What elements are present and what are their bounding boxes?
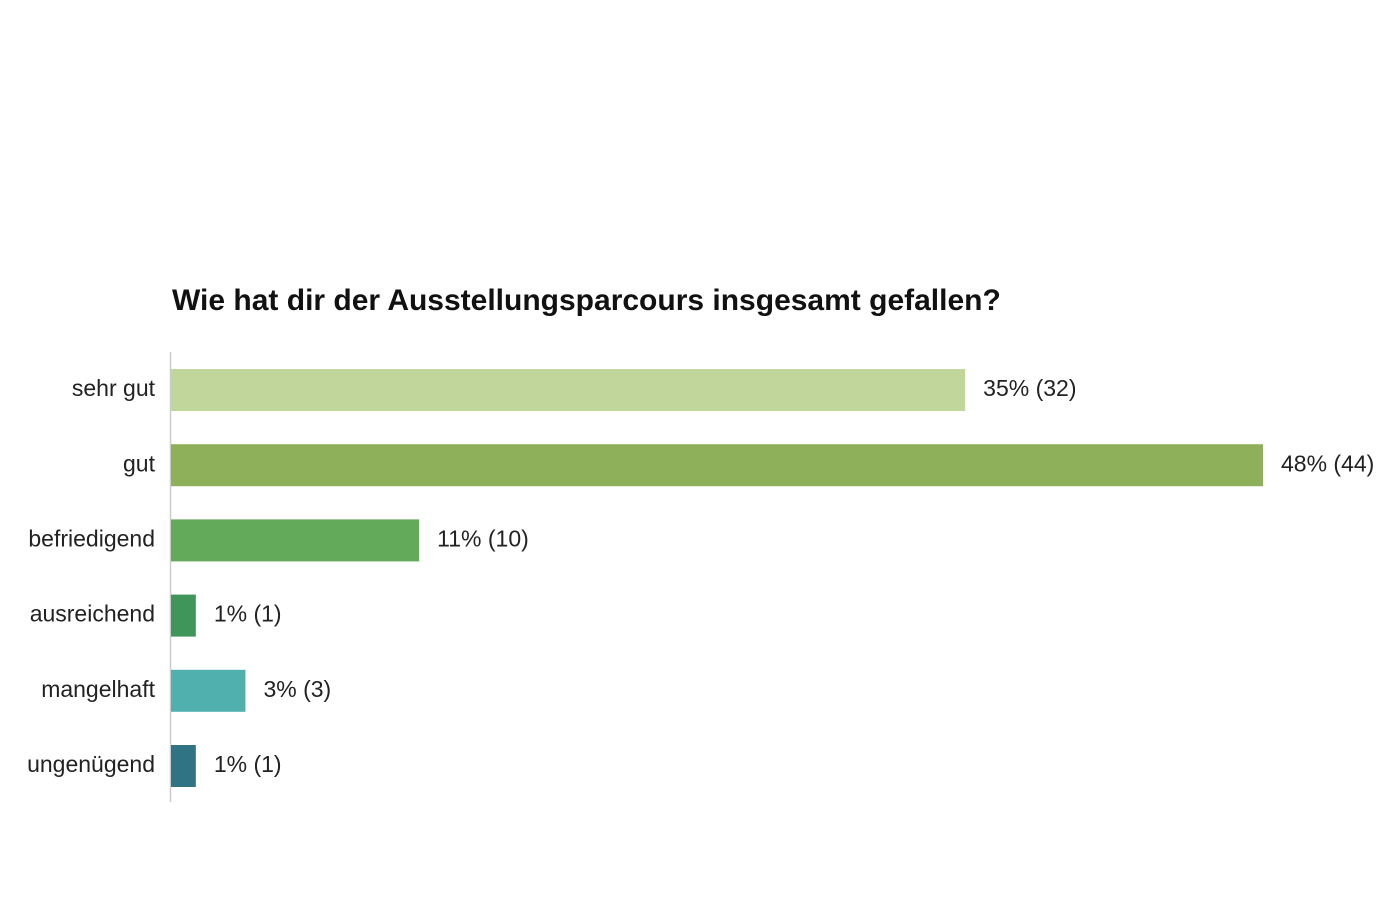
- category-label: befriedigend: [28, 525, 155, 551]
- bar: [171, 444, 1263, 487]
- bar: [171, 519, 420, 562]
- bar: [171, 369, 966, 411]
- value-label: 35% (32): [983, 375, 1076, 401]
- value-label: 11% (10): [437, 525, 529, 551]
- value-label: 48% (44): [1281, 450, 1374, 476]
- bar: [171, 669, 246, 712]
- value-label: 1% (1): [214, 751, 282, 777]
- category-label: sehr gut: [72, 375, 156, 401]
- category-label: mangelhaft: [41, 676, 155, 702]
- category-label: ungenügend: [27, 751, 155, 777]
- bar: [171, 594, 196, 637]
- value-label: 1% (1): [214, 601, 282, 627]
- category-label: gut: [123, 450, 156, 476]
- value-label: 3% (3): [263, 676, 331, 702]
- chart-title: Wie hat dir der Ausstellungsparcours ins…: [172, 284, 1001, 317]
- category-label: ausreichend: [30, 601, 155, 627]
- bar: [171, 745, 196, 787]
